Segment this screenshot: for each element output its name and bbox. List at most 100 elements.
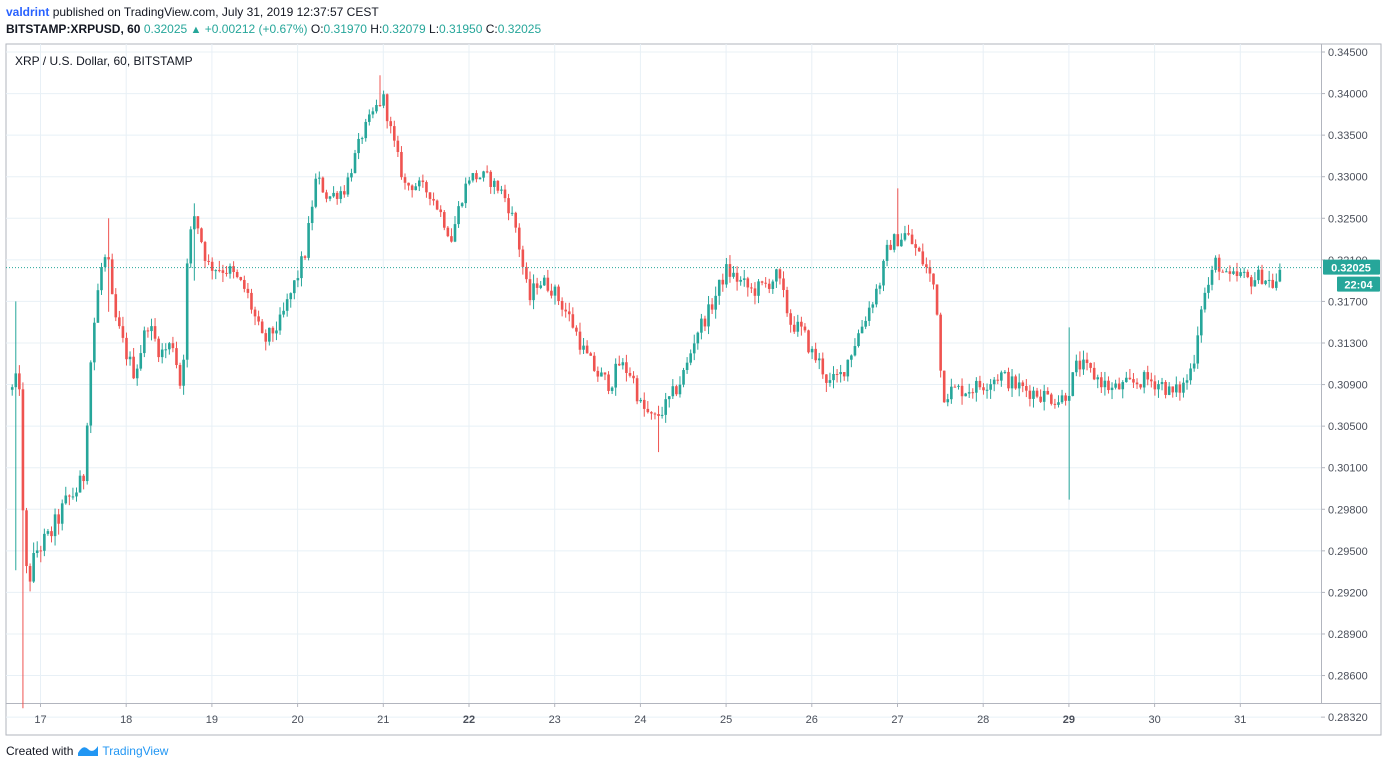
candle-body: [742, 278, 746, 280]
candle-body: [985, 389, 989, 391]
candle-body: [796, 321, 800, 332]
candle-body: [442, 212, 446, 228]
candle-body: [428, 192, 432, 199]
candle-body: [325, 192, 328, 199]
candle-body: [639, 399, 642, 402]
price-chart[interactable]: 0.345000.340000.335000.330000.325000.321…: [0, 42, 1387, 738]
candle-body: [407, 182, 410, 186]
candle-body: [792, 324, 796, 332]
candle-body: [803, 326, 807, 331]
candle-body: [243, 279, 246, 289]
candle-body: [182, 359, 185, 386]
candle-body: [1239, 272, 1242, 277]
candle-body: [414, 186, 418, 191]
candle-body: [1114, 383, 1117, 388]
candle-body: [728, 264, 732, 277]
candle-body: [478, 177, 482, 180]
publish-line: valdrint published on TradingView.com, J…: [6, 5, 379, 19]
candle-body: [721, 279, 725, 285]
candle-body: [1139, 384, 1142, 388]
candle-body: [39, 550, 43, 552]
candle-body: [610, 387, 614, 391]
candle-body: [535, 283, 539, 288]
candle-body: [89, 362, 93, 426]
candle-body: [246, 288, 250, 293]
tradingview-link[interactable]: TradingView: [102, 744, 169, 758]
candle-body: [232, 266, 235, 273]
candle-body: [57, 514, 60, 524]
candle-body: [43, 533, 46, 551]
candle-body: [1260, 269, 1264, 284]
candle-body: [1100, 377, 1103, 388]
candle-body: [1121, 382, 1125, 390]
candle-body: [78, 475, 82, 493]
candle-body: [1146, 372, 1150, 380]
time-axis[interactable]: 17 18 19 20 21 22 23 24 25 26 27 28 29 30 31: [34, 703, 1246, 726]
candle-body: [1107, 380, 1110, 391]
countdown-value: 22:04: [1344, 280, 1373, 292]
candle-body: [410, 185, 414, 191]
x-tick-label: 24: [634, 714, 646, 726]
candle-body: [600, 372, 603, 377]
candle-body: [585, 345, 589, 354]
candle-body: [260, 321, 264, 334]
candle-body: [471, 173, 475, 181]
candle-body: [589, 353, 592, 356]
candle-body: [160, 349, 164, 358]
candle-body: [521, 249, 525, 267]
candle-body: [71, 496, 75, 498]
candle-body: [403, 177, 407, 183]
x-tick-label: 20: [291, 714, 303, 726]
author-link[interactable]: valdrint: [6, 5, 50, 19]
candle-body: [753, 288, 757, 296]
candle-body: [439, 209, 443, 213]
countdown-bg: [1337, 276, 1380, 292]
current-price-tag: 0.32025 22:04: [1323, 259, 1380, 292]
price-axis[interactable]: 0.345000.340000.335000.330000.325000.321…: [1321, 47, 1368, 724]
candle-body: [864, 320, 867, 327]
candle-body: [1175, 384, 1178, 393]
candle-body: [664, 399, 667, 415]
candle-body: [1125, 377, 1128, 383]
candle-body: [957, 385, 960, 387]
candle-body: [564, 309, 567, 312]
footer: Created with TradingView: [6, 741, 168, 761]
candle-body: [1103, 380, 1107, 388]
candle-body: [800, 321, 803, 327]
candle-body: [689, 353, 692, 363]
candle-body: [914, 244, 917, 248]
candle-body: [353, 153, 357, 174]
tradingview-logo-icon[interactable]: [77, 743, 99, 760]
candle-body: [1096, 377, 1100, 380]
candle-body: [582, 345, 585, 350]
candle-body: [128, 356, 132, 360]
candle-body: [1082, 359, 1085, 370]
candle-body: [1085, 359, 1089, 364]
candle-body: [860, 326, 864, 334]
candle-body: [642, 399, 646, 409]
y-tick-label: 0.32500: [1328, 213, 1368, 225]
candle-body: [496, 180, 500, 191]
candle-body: [321, 177, 325, 193]
candle-body: [907, 233, 910, 235]
candle-body: [621, 362, 625, 366]
candle-body: [450, 236, 453, 242]
candle-body: [460, 203, 464, 207]
candle-body: [1132, 379, 1135, 383]
candle-body: [628, 372, 632, 376]
candle-body: [896, 234, 900, 247]
y-tick-label: 0.28320: [1328, 712, 1368, 724]
candle-body: [989, 384, 992, 390]
candle-body: [939, 314, 942, 371]
candle-body: [271, 327, 275, 334]
candle-body: [464, 183, 468, 204]
candle-body: [1153, 381, 1157, 390]
candle-body: [889, 244, 892, 250]
high-label: H:: [370, 22, 383, 36]
up-arrow-icon: ▲: [190, 24, 202, 36]
candle-body: [135, 368, 139, 379]
candle-body: [767, 283, 771, 289]
candle-body: [875, 288, 878, 305]
y-tick-label: 0.30500: [1328, 421, 1368, 433]
candle-body: [425, 182, 428, 193]
